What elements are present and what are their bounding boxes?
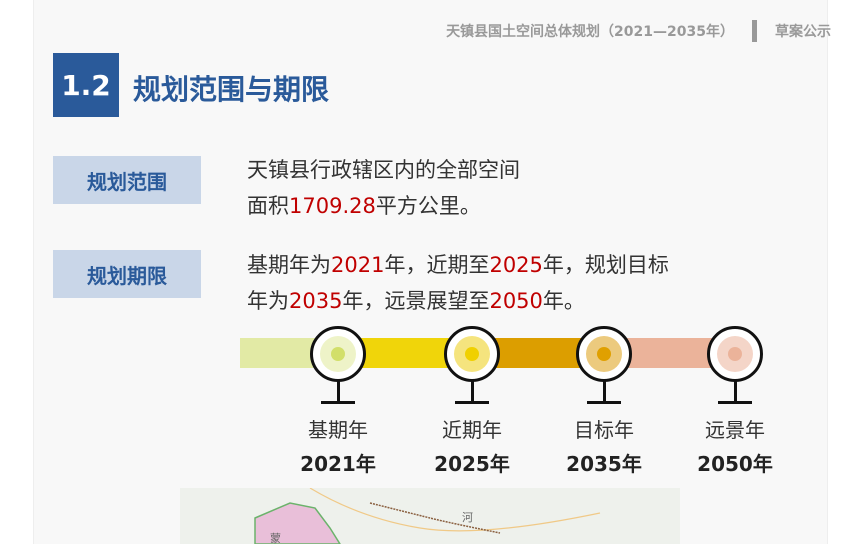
t: 平方公里。 <box>375 194 481 218</box>
scope-line2: 面积1709.28平方公里。 <box>247 188 520 224</box>
timeline-stem <box>471 380 474 402</box>
timeline-year: 2025年 <box>434 452 510 476</box>
t: 基期年为 <box>247 253 331 277</box>
scope-tag: 规划范围 <box>53 156 201 204</box>
map-label: 河 <box>462 511 473 524</box>
timeline-label: 目标年 <box>574 418 634 442</box>
divider <box>752 20 757 42</box>
header: 天镇县国土空间总体规划（2021—2035年） 草案公示 <box>446 20 831 42</box>
year-near: 2025 <box>489 253 543 277</box>
map-preview: 河 蒙 <box>180 488 680 544</box>
t: 年，远景展望至 <box>342 289 490 313</box>
map-graphic: 河 蒙 <box>254 488 601 544</box>
t: 面积 <box>247 194 289 218</box>
area-value: 1709.28 <box>289 194 376 218</box>
section-title: 规划范围与期限 <box>133 73 330 106</box>
section-number: 1.2 <box>53 53 119 117</box>
t: 年，规划目标 <box>542 253 669 277</box>
timeline-node <box>310 326 366 382</box>
county-region <box>254 502 341 544</box>
timeline-node <box>444 326 500 382</box>
period-tag: 规划期限 <box>53 250 201 298</box>
t: 年。 <box>542 289 585 313</box>
timeline-node <box>576 326 632 382</box>
t: 年，近期至 <box>384 253 490 277</box>
timeline-stem <box>603 380 606 402</box>
timeline-stem <box>337 380 340 402</box>
timeline-base <box>718 401 752 404</box>
map-label: 蒙 <box>270 532 281 544</box>
year-base: 2021 <box>331 253 385 277</box>
timeline-label: 近期年 <box>442 418 502 442</box>
status-label: 草案公示 <box>775 24 831 40</box>
period-text: 基期年为2021年，近期至2025年，规划目标 年为2035年，远景展望至205… <box>247 247 669 319</box>
timeline-label: 远景年 <box>705 418 765 442</box>
scope-line1: 天镇县行政辖区内的全部空间 <box>247 158 520 182</box>
t: 年为 <box>247 289 289 313</box>
year-target: 2035 <box>289 289 343 313</box>
timeline-year: 2021年 <box>300 452 376 476</box>
boundary <box>369 502 501 534</box>
year-vision: 2050 <box>489 289 543 313</box>
timeline-year: 2050年 <box>697 452 773 476</box>
doc-title: 天镇县国土空间总体规划（2021—2035年） <box>446 24 734 40</box>
timeline-label: 基期年 <box>308 418 368 442</box>
timeline-year: 2035年 <box>566 452 642 476</box>
timeline-stem <box>734 380 737 402</box>
scope-text: 天镇县行政辖区内的全部空间 面积1709.28平方公里。 <box>247 152 520 224</box>
timeline-base <box>587 401 621 404</box>
timeline-node <box>707 326 763 382</box>
timeline-base <box>321 401 355 404</box>
timeline-base <box>455 401 489 404</box>
road <box>309 488 601 532</box>
